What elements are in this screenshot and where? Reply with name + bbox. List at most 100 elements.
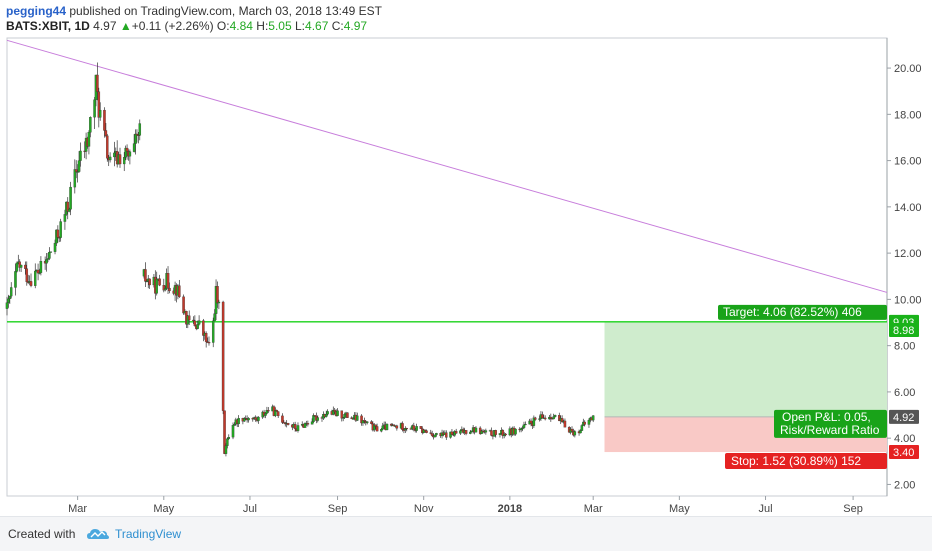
- candle[interactable]: [573, 431, 577, 436]
- candle[interactable]: [333, 409, 336, 412]
- candle[interactable]: [144, 269, 147, 282]
- candle[interactable]: [163, 288, 167, 291]
- candle[interactable]: [213, 313, 216, 322]
- candle[interactable]: [529, 420, 533, 424]
- candle[interactable]: [237, 418, 240, 425]
- stop-label-box[interactable]: [725, 453, 887, 470]
- candle[interactable]: [231, 425, 235, 438]
- candle[interactable]: [296, 425, 300, 431]
- candle[interactable]: [39, 261, 43, 273]
- candle[interactable]: [25, 268, 29, 283]
- candle[interactable]: [113, 152, 116, 158]
- candle[interactable]: [543, 417, 547, 420]
- candle[interactable]: [217, 301, 221, 304]
- candle[interactable]: [56, 229, 60, 238]
- candle[interactable]: [104, 130, 108, 137]
- candle[interactable]: [445, 432, 448, 438]
- candle[interactable]: [412, 425, 416, 430]
- candle[interactable]: [580, 425, 584, 431]
- candle[interactable]: [224, 445, 228, 454]
- candle[interactable]: [73, 169, 77, 188]
- candle[interactable]: [275, 410, 279, 412]
- candle[interactable]: [570, 428, 574, 432]
- candle[interactable]: [336, 410, 339, 416]
- candle[interactable]: [24, 264, 27, 269]
- candle[interactable]: [168, 287, 171, 292]
- candle[interactable]: [108, 156, 112, 161]
- candle[interactable]: [591, 415, 595, 421]
- candle[interactable]: [148, 278, 151, 286]
- candle[interactable]: [8, 295, 12, 299]
- author-link[interactable]: pegging44: [6, 4, 67, 18]
- candle[interactable]: [132, 143, 136, 152]
- candle[interactable]: [87, 132, 91, 147]
- trend-line[interactable]: [6, 39, 888, 293]
- candle[interactable]: [193, 320, 197, 326]
- candle[interactable]: [178, 285, 181, 297]
- candle[interactable]: [226, 438, 229, 446]
- candle[interactable]: [202, 320, 205, 336]
- candle[interactable]: [504, 433, 507, 436]
- candle[interactable]: [316, 417, 320, 421]
- candle[interactable]: [470, 430, 473, 433]
- candle[interactable]: [370, 421, 373, 424]
- candle[interactable]: [158, 278, 161, 286]
- candle[interactable]: [15, 262, 19, 272]
- candle[interactable]: [532, 417, 536, 426]
- candle[interactable]: [490, 430, 493, 436]
- candle[interactable]: [583, 421, 586, 425]
- candle[interactable]: [356, 415, 359, 421]
- candle[interactable]: [587, 419, 591, 425]
- candle[interactable]: [125, 147, 129, 152]
- candle[interactable]: [247, 418, 250, 421]
- candle[interactable]: [419, 426, 423, 429]
- candle[interactable]: [197, 320, 201, 325]
- candle[interactable]: [326, 411, 329, 415]
- candle[interactable]: [5, 302, 9, 309]
- candle[interactable]: [474, 427, 478, 433]
- candle[interactable]: [98, 109, 102, 118]
- candle[interactable]: [96, 74, 99, 92]
- candle[interactable]: [374, 424, 377, 427]
- candle[interactable]: [53, 242, 57, 252]
- candle[interactable]: [360, 415, 363, 424]
- candle[interactable]: [425, 430, 428, 433]
- candle[interactable]: [405, 428, 408, 430]
- candle[interactable]: [264, 413, 267, 416]
- candle[interactable]: [223, 410, 226, 454]
- candle[interactable]: [49, 251, 53, 253]
- candle[interactable]: [14, 271, 17, 288]
- candle[interactable]: [155, 278, 158, 294]
- candle[interactable]: [216, 286, 219, 304]
- candle[interactable]: [430, 433, 434, 436]
- candle[interactable]: [77, 160, 81, 172]
- target-label-box[interactable]: [718, 304, 887, 320]
- candle[interactable]: [552, 416, 555, 420]
- candle[interactable]: [138, 123, 142, 136]
- candle[interactable]: [534, 417, 537, 420]
- candle[interactable]: [45, 259, 48, 264]
- candle[interactable]: [122, 157, 126, 165]
- candle[interactable]: [267, 410, 270, 412]
- candle[interactable]: [66, 201, 69, 212]
- candle[interactable]: [29, 281, 33, 286]
- candle[interactable]: [7, 298, 10, 303]
- candle[interactable]: [459, 430, 462, 434]
- candle[interactable]: [310, 421, 314, 425]
- candle[interactable]: [79, 150, 82, 161]
- candle[interactable]: [274, 410, 277, 416]
- candle[interactable]: [34, 270, 37, 286]
- candle[interactable]: [401, 423, 404, 430]
- candle[interactable]: [67, 209, 71, 212]
- candle[interactable]: [433, 434, 437, 438]
- candle[interactable]: [343, 414, 346, 418]
- candle[interactable]: [464, 430, 468, 434]
- candle[interactable]: [286, 423, 290, 425]
- candle[interactable]: [579, 430, 582, 434]
- candle[interactable]: [204, 333, 208, 342]
- tradingview-brand-link[interactable]: TradingView: [115, 527, 182, 541]
- candle[interactable]: [415, 426, 418, 431]
- candle[interactable]: [63, 214, 67, 222]
- candle[interactable]: [514, 428, 517, 435]
